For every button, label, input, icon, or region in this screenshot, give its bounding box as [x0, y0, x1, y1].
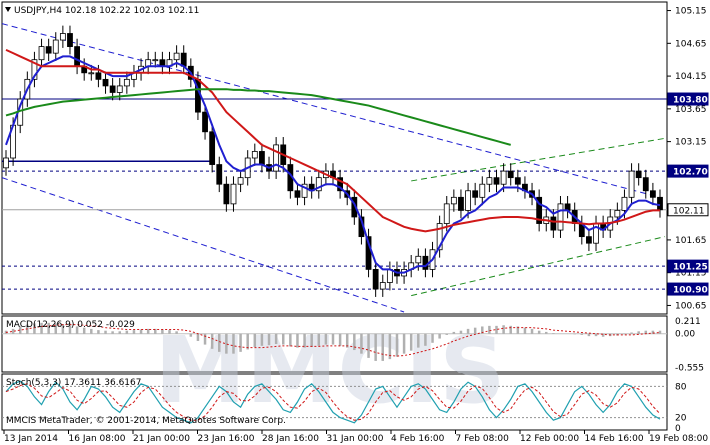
candle	[59, 25, 66, 48]
level-label: 103.80	[673, 96, 708, 106]
level-label-box	[667, 92, 709, 106]
level-label-box	[667, 203, 709, 217]
candle	[52, 32, 59, 62]
candle	[649, 182, 656, 206]
macd-panel	[1, 315, 668, 373]
level-label: 101.25	[673, 263, 708, 273]
macd-label: MACD(12,26,9) 0.052 -0.029	[6, 320, 135, 330]
candle	[586, 228, 592, 252]
stoch-tick-label: 20	[675, 414, 687, 424]
candle	[557, 196, 564, 238]
candle	[337, 169, 344, 199]
x-tick-label: 31 Jan 00:00	[327, 434, 384, 444]
candle	[635, 163, 642, 186]
price-tick-label: 100.65	[675, 301, 707, 311]
candle	[436, 215, 443, 258]
title-marker-icon	[5, 7, 11, 12]
candle	[301, 176, 308, 206]
candle	[443, 196, 450, 232]
candle	[273, 137, 280, 179]
x-tick-label: 4 Feb 16:00	[391, 434, 445, 444]
price-tick-label: 105.15	[675, 7, 707, 17]
series-line	[5, 88, 511, 146]
candle	[642, 169, 649, 199]
stoch-label: Stoch(5,3,3) 17.3611 36.6167	[6, 378, 141, 388]
stoch-panel	[1, 373, 668, 431]
candle	[88, 64, 95, 81]
macd-signal-line	[5, 324, 661, 357]
candle	[465, 182, 471, 219]
macd-tick-label: 0.00	[675, 330, 695, 340]
candle	[507, 163, 514, 186]
candle	[379, 274, 386, 297]
x-tick-label: 14 Feb 16:00	[585, 434, 644, 444]
candle	[216, 156, 223, 193]
level-label-box	[667, 282, 709, 296]
candle	[31, 51, 38, 88]
stoch-k-line	[5, 380, 661, 424]
candle	[315, 169, 322, 199]
level-label: 102.70	[673, 168, 708, 178]
candle	[493, 169, 500, 193]
footer-copyright: MMCIS MetaTrader, © 2001-2014, MetaQuote…	[6, 416, 286, 426]
price-tick-label: 103.15	[675, 138, 707, 148]
candle	[209, 123, 216, 173]
candle	[450, 189, 457, 212]
stoch-layer	[2, 380, 667, 424]
macd-tick-label: 0.211	[675, 317, 701, 327]
price-tick-label: 103.65	[675, 105, 707, 115]
stoch-d-line	[5, 383, 661, 421]
price-layer	[1, 23, 667, 313]
x-tick-label: 7 Feb 08:00	[456, 434, 510, 444]
candle	[237, 169, 244, 193]
candle	[38, 38, 45, 68]
chart-title: USDJPY,H4 102.18 102.22 102.03 102.11	[14, 6, 199, 16]
price-tick-label: 104.65	[675, 39, 707, 49]
channel-line-upper	[1, 23, 661, 198]
level-label-box	[667, 259, 709, 273]
macd-tick-label: -0.555	[675, 363, 704, 373]
candle	[223, 176, 230, 212]
stoch-tick-label: 0	[675, 424, 681, 434]
x-tick-label: 16 Jan 08:00	[69, 434, 126, 444]
level-label: 100.90	[673, 286, 708, 296]
series-line	[5, 55, 661, 274]
x-tick-label: 19 Feb 08:00	[649, 434, 708, 444]
candle	[202, 104, 208, 140]
candle	[536, 189, 543, 232]
series-line	[5, 48, 660, 233]
candle	[152, 51, 159, 68]
x-tick-label: 12 Feb 00:00	[520, 434, 579, 444]
channel-line-green-upper	[411, 137, 666, 182]
candle	[67, 25, 73, 55]
candle	[472, 182, 479, 206]
candle	[486, 169, 493, 193]
candle	[372, 261, 379, 297]
candle	[102, 71, 109, 94]
candle	[251, 143, 258, 166]
x-tick-label: 23 Jan 16:00	[198, 434, 255, 444]
price-tick-label: 104.15	[675, 72, 707, 82]
price-tick-label: 101.65	[675, 236, 707, 246]
candle	[628, 163, 635, 206]
candle	[230, 176, 237, 212]
stoch-tick-label: 80	[675, 382, 687, 392]
x-tick-label: 13 Jan 2014	[4, 434, 58, 444]
channel-line-lower	[1, 177, 405, 313]
candle	[45, 38, 52, 62]
price-panel	[1, 1, 668, 315]
candle	[458, 189, 464, 219]
level-label-box	[667, 164, 709, 178]
price-tick-label: 101.15	[675, 269, 707, 279]
candle	[3, 150, 9, 176]
x-tick-label: 28 Jan 16:00	[262, 434, 319, 444]
level-label: 102.11	[673, 206, 705, 216]
x-tick-label: 21 Jan 00:00	[133, 434, 190, 444]
axis-layer: 105.15104.65104.15103.65103.15102.65101.…	[3, 7, 709, 444]
macd-layer	[2, 322, 667, 361]
candle	[294, 182, 301, 206]
candle	[479, 176, 486, 206]
